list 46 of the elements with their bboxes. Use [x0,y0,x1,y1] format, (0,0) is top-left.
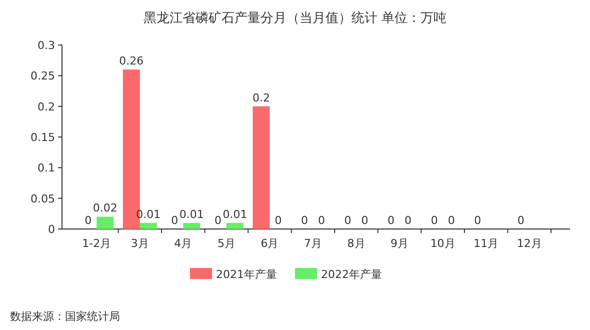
y-tick-label: 0.1 [38,162,55,175]
legend-label: 2021年产量 [216,268,277,281]
y-tick-label: 0 [48,223,55,236]
data-label: 0 [171,214,178,227]
x-tick-label: 12月 [516,237,542,250]
data-label: 0.01 [222,208,248,221]
y-tick-label: 0.15 [30,131,55,144]
x-tick-label: 1-2月 [82,237,112,250]
y-tick-label: 0.05 [30,192,55,206]
data-label: 0.2 [252,91,270,104]
data-label: 0 [214,214,222,227]
x-tick-label: 7月 [304,237,322,250]
x-tick-label: 11月 [474,237,499,250]
data-label: 0 [318,214,325,227]
x-tick-label: 4月 [174,237,192,250]
x-tick-label: 5月 [217,237,236,250]
data-label: 0 [404,214,412,227]
x-tick-label: 10月 [430,237,456,250]
bar [252,106,270,229]
data-label: 0 [84,214,92,227]
y-tick-label: 0.2 [38,100,55,114]
bar [183,222,200,229]
bar [96,216,114,229]
data-label: 0.01 [179,208,204,221]
x-tick-label: 9月 [390,237,409,250]
data-label: 0 [301,214,308,227]
source-note: 数据来源：国家统计局 [10,310,120,323]
x-tick-label: 3月 [130,237,149,250]
data-label: 0 [274,214,282,227]
y-tick-label: 0.3 [38,39,55,52]
bar [226,222,244,229]
data-label: 0 [361,214,368,227]
x-tick-label: 8月 [347,237,366,250]
data-label: 0 [517,214,524,227]
x-tick-label: 6月 [260,237,279,250]
bar [140,222,157,229]
data-label: 0 [344,214,352,227]
data-label: 0.02 [92,202,118,215]
data-label: 0 [474,214,482,227]
data-label: 0.26 [119,54,144,68]
data-label: 0 [448,214,455,227]
chart-title: 黑龙江省磷矿石产量分月（当月值）统计 单位：万吨 [143,11,447,26]
data-label: 0 [430,214,438,227]
legend-label: 2022年产量 [321,268,382,281]
data-label: 0 [388,214,395,227]
y-tick-label: 0.25 [30,70,55,83]
